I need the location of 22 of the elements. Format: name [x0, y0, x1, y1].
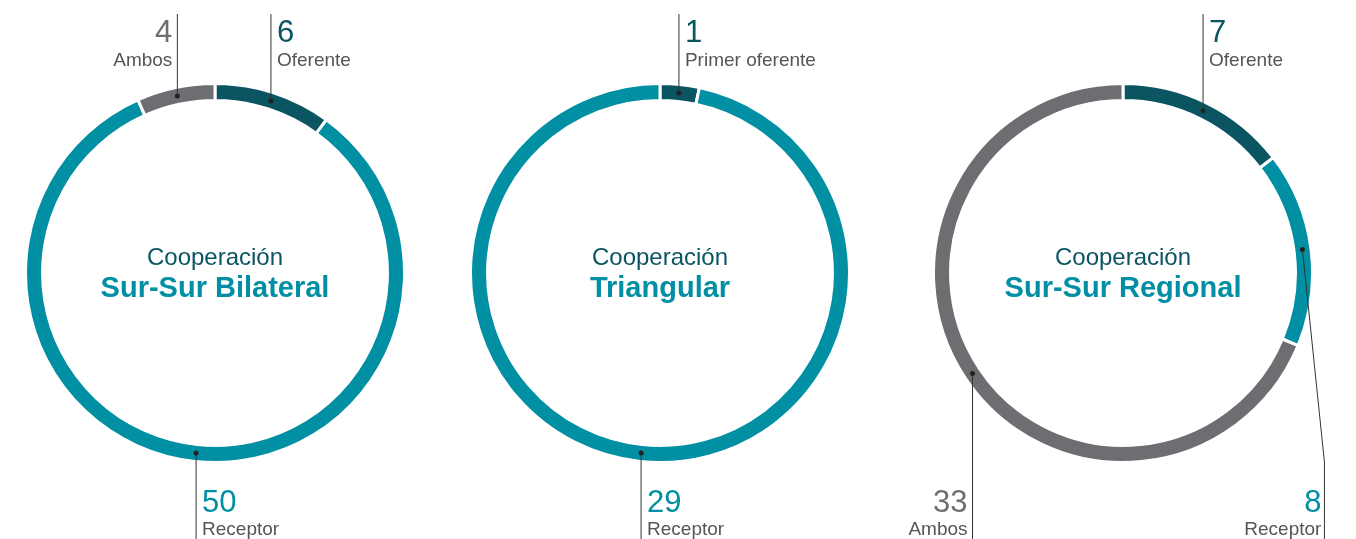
slice-label: Oferente	[1209, 49, 1283, 70]
data-label: 8	[1304, 484, 1322, 519]
slice-label: Ambos	[113, 49, 173, 70]
data-label: 1	[684, 14, 703, 49]
data-label: 4	[155, 14, 173, 49]
text: Cooperación	[146, 243, 284, 270]
text: Triangular	[589, 271, 731, 303]
text: Cooperación	[1054, 243, 1192, 270]
slice-label: Receptor	[202, 518, 280, 539]
text: Sur-Sur Bilateral	[100, 271, 330, 303]
slice-label: Ambos	[908, 518, 968, 539]
slice-label: Receptor	[1244, 518, 1323, 539]
text: Sur-Sur Regional	[1004, 271, 1242, 303]
slice-label: Oferente	[276, 49, 351, 70]
data-label: 7	[1209, 14, 1227, 49]
slice-label: Receptor	[647, 518, 725, 539]
data-label: 50	[202, 484, 237, 519]
text: Cooperación	[591, 243, 729, 270]
data-label: 6	[276, 14, 295, 49]
data-label: 33	[933, 484, 968, 519]
slice-label: Primer oferente	[684, 49, 816, 70]
data-label: 29	[647, 484, 682, 519]
